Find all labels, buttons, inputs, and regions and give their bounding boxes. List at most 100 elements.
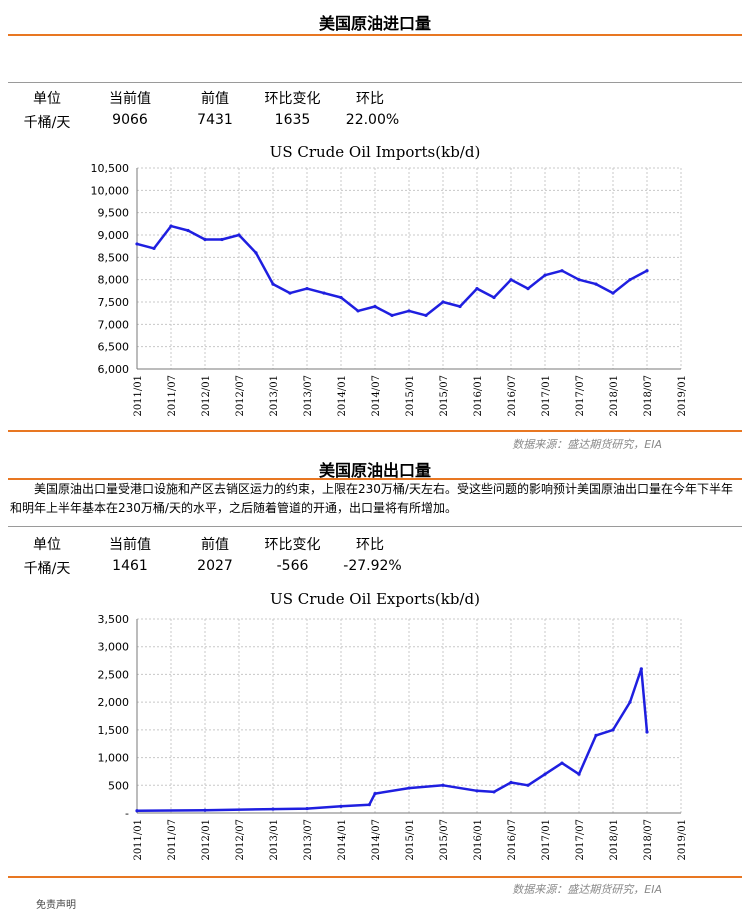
imports-data-point (254, 251, 258, 255)
imports-xtick-label: 2013/07 (303, 375, 314, 417)
imports-ytick-label: 10,500 (91, 162, 130, 175)
exports-data-point (526, 783, 530, 787)
exports-data-point (339, 804, 343, 808)
imports-data-point (220, 237, 224, 242)
exports-value-current: 1461 (112, 558, 148, 574)
exports-bottom-rule (8, 876, 742, 878)
imports-xtick-label: 2018/01 (609, 375, 620, 417)
imports-xtick-label: 2017/07 (575, 375, 586, 417)
exports-data-point (509, 780, 513, 785)
imports-data-point (322, 291, 326, 295)
disclaimer-label: 免责声明 (36, 900, 76, 911)
imports-xtick-label: 2012/07 (235, 375, 246, 417)
exports-header-ratio: 环比 (356, 537, 384, 553)
exports-xtick-label: 2016/07 (507, 819, 518, 861)
imports-data-point (373, 304, 377, 309)
exports-xtick-label: 2017/01 (541, 819, 552, 861)
exports-ytick-label: 1,000 (98, 752, 130, 765)
imports-header-previous: 前值 (201, 91, 229, 107)
exports-xtick-label: 2012/01 (201, 819, 212, 861)
imports-data-point (169, 224, 173, 228)
exports-ytick-label: 2,500 (98, 668, 130, 681)
imports-section-title: 美国原油进口量 (318, 14, 431, 33)
imports-ytick-label: 6,000 (98, 363, 130, 376)
exports-xtick-label: 2016/01 (473, 819, 484, 861)
imports-xtick-label: 2017/01 (541, 375, 552, 417)
imports-ytick-label: 7,000 (98, 318, 130, 331)
exports-xtick-label: 2011/01 (133, 819, 144, 861)
imports-data-point (594, 282, 598, 286)
exports-header-unit: 单位 (33, 537, 61, 553)
imports-data-point (288, 291, 292, 295)
imports-data-point (543, 273, 547, 277)
imports-value-previous: 7431 (197, 112, 233, 128)
exports-data-point (577, 772, 581, 776)
imports-ytick-label: 8,000 (98, 274, 130, 287)
exports-data-point (373, 792, 377, 796)
exports-xtick-label: 2013/01 (269, 819, 280, 861)
imports-data-point (186, 228, 190, 233)
exports-xtick-label: 2014/01 (337, 819, 348, 861)
imports-value-change: 1635 (274, 112, 311, 128)
exports-value-change: -566 (276, 558, 309, 574)
imports-chart: 6,000 6,500 7,000 7,500 8,000 8,500 9,000 9,500… (91, 162, 689, 417)
exports-xtick-label: 2019/01 (677, 819, 688, 861)
imports-xtick-label: 2015/07 (439, 375, 450, 417)
imports-data-point (390, 313, 394, 317)
imports-data-point (492, 295, 496, 300)
exports-data-point (367, 803, 371, 807)
exports-ytick-label: - (125, 807, 129, 820)
imports-data-point (339, 295, 343, 300)
exports-description: 美国原油出口量受港口设施和产区去销区运力的约束，上限在230万桶/天左右。受这些… (10, 482, 733, 515)
exports-data-point (203, 808, 207, 812)
imports-data-point (509, 278, 513, 282)
exports-data-point (305, 806, 309, 811)
exports-data-point (645, 730, 649, 734)
imports-value-ratio: 22.00% (345, 112, 400, 128)
exports-data-point (628, 700, 632, 704)
imports-data-point (152, 246, 156, 250)
imports-data-point (458, 304, 462, 309)
imports-ytick-label: 6,500 (98, 341, 130, 354)
imports-xtick-label: 2019/01 (677, 375, 688, 417)
imports-header-ratio: 环比 (356, 91, 384, 107)
exports-header-current: 当前值 (109, 537, 151, 553)
exports-data-point (594, 733, 598, 737)
exports-header-rule (8, 526, 742, 527)
imports-ytick-label: 9,500 (98, 207, 130, 220)
exports-data-point (611, 728, 615, 732)
imports-value-current: 9066 (112, 112, 148, 128)
exports-data-point (407, 786, 411, 790)
exports-xtick-label: 2018/07 (643, 819, 654, 861)
imports-xtick-label: 2012/01 (201, 375, 212, 417)
imports-data-point (237, 233, 241, 237)
imports-data-point (645, 269, 649, 273)
exports-data-point (271, 807, 275, 811)
exports-data-point (560, 761, 564, 765)
exports-data-point (135, 809, 139, 813)
imports-xtick-label: 2014/01 (337, 375, 348, 417)
exports-ytick-label: 500 (108, 779, 129, 792)
imports-data-point (407, 309, 411, 313)
imports-data-point (305, 287, 309, 291)
imports-header-change: 环比变化 (264, 91, 321, 107)
imports-data-point (526, 287, 530, 291)
exports-header-previous: 前值 (201, 537, 229, 553)
exports-ytick-label: 2,000 (98, 696, 130, 709)
exports-chart-title: US Crude Oil Exports(kb/d) (270, 590, 480, 608)
exports-series-line (136, 667, 649, 813)
imports-xtick-label: 2016/01 (473, 375, 484, 417)
imports-data-point (271, 282, 275, 286)
exports-value-previous: 2027 (197, 558, 233, 574)
exports-header-change: 环比变化 (264, 537, 321, 553)
imports-value-unit: 千桶/天 (23, 115, 71, 131)
imports-data-point (441, 300, 445, 304)
exports-xtick-label: 2015/01 (405, 819, 416, 861)
exports-data-point (441, 783, 445, 787)
exports-data-point (543, 772, 547, 776)
exports-data-point (492, 790, 496, 794)
imports-header-current: 当前值 (109, 91, 151, 107)
imports-data-point (475, 287, 479, 291)
imports-data-point (203, 237, 207, 242)
imports-chart-title: US Crude Oil Imports(kb/d) (269, 143, 481, 161)
